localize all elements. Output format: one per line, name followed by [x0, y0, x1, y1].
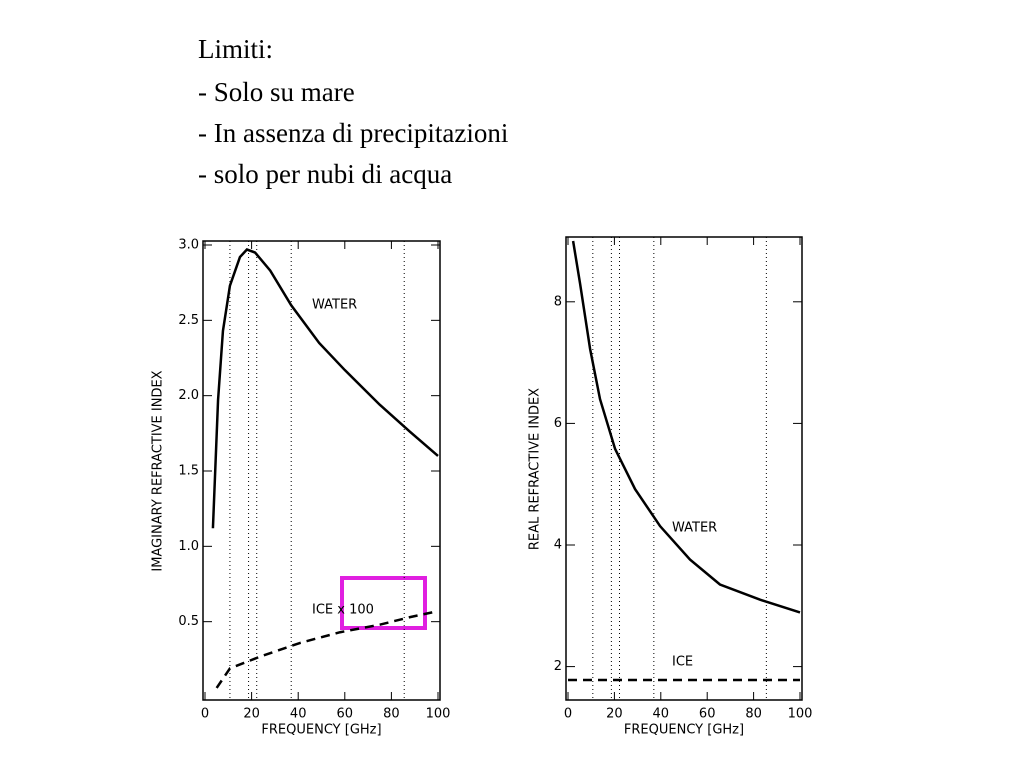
y-tick-label: 2.0: [178, 388, 199, 403]
slide-text: - In assenza di precipitazioni: [198, 118, 508, 148]
y-tick-label: 6: [554, 416, 562, 431]
data-line: [571, 240, 801, 614]
x-tick-label: 0: [564, 707, 572, 722]
series-label: WATER: [312, 298, 357, 313]
x-tick-label: 40: [290, 707, 307, 722]
y-tick-label: 1.0: [178, 539, 199, 554]
slide-text: - Solo su mare: [198, 77, 355, 107]
slide-text: Limiti:: [198, 34, 273, 64]
x-tick-label: 60: [337, 707, 354, 722]
data-line: [215, 609, 439, 689]
y-tick-label: 3.0: [178, 238, 199, 253]
highlight-box: [340, 576, 427, 630]
data-line: [211, 248, 439, 529]
y-tick-label: 4: [554, 538, 562, 553]
x-tick-label: 100: [788, 707, 813, 722]
x-tick-label: 40: [653, 707, 670, 722]
y-tick-label: 8: [554, 294, 562, 309]
plot-frame: [565, 236, 803, 701]
y-tick-label: 2.5: [178, 313, 199, 328]
y-tick-label: 2: [554, 659, 562, 674]
y-axis-label: REAL REFRACTIVE INDEX: [528, 388, 543, 550]
series-label: ICE: [672, 655, 693, 670]
x-axis-label: FREQUENCY [GHz]: [261, 723, 381, 738]
x-tick-label: 80: [745, 707, 762, 722]
slide-text: - solo per nubi di acqua: [198, 159, 452, 189]
x-tick-label: 80: [383, 707, 400, 722]
x-axis-label: FREQUENCY [GHz]: [624, 723, 744, 738]
y-tick-label: 1.5: [178, 464, 199, 479]
x-tick-label: 20: [606, 707, 623, 722]
y-axis-label: IMAGINARY REFRACTIVE INDEX: [151, 370, 166, 571]
y-tick-label: 0.5: [178, 614, 199, 629]
x-tick-label: 60: [699, 707, 716, 722]
series-label: ICE x 100: [312, 603, 374, 618]
x-tick-label: 100: [426, 707, 451, 722]
x-tick-label: 0: [201, 707, 209, 722]
x-tick-label: 20: [243, 707, 260, 722]
series-label: WATER: [672, 521, 717, 536]
